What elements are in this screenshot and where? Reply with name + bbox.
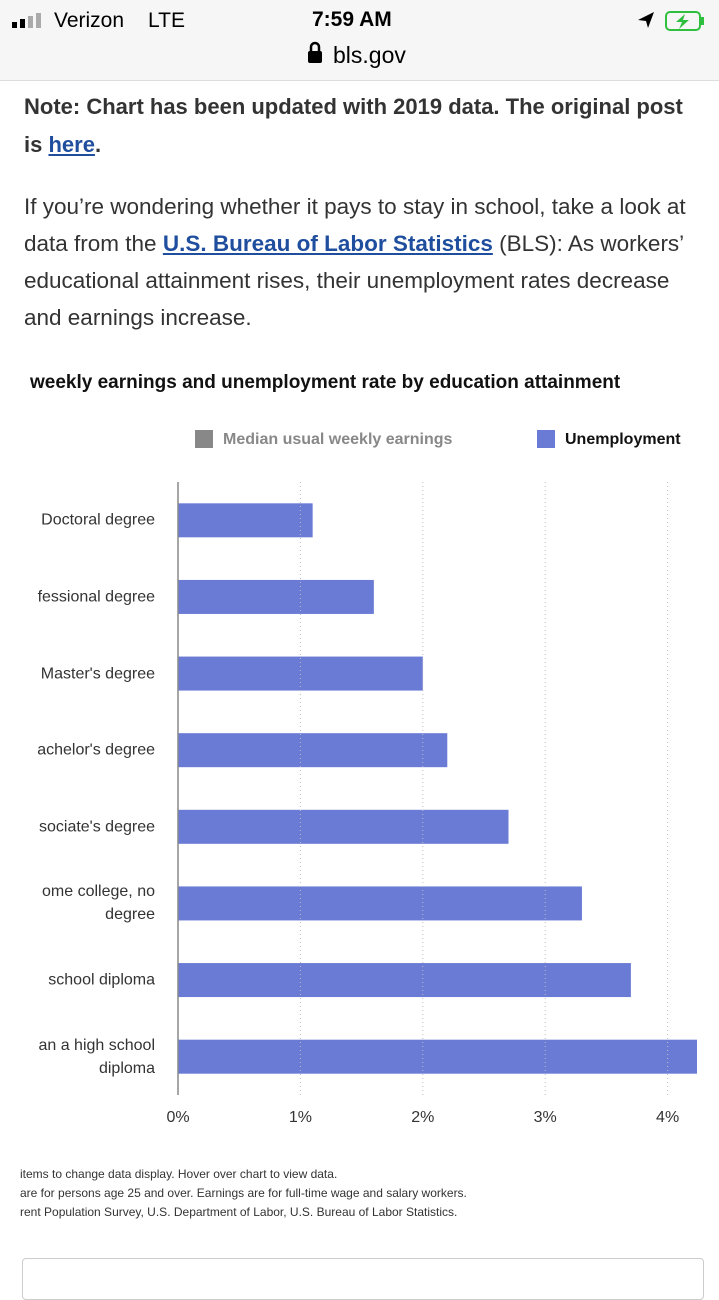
bar [178, 579, 374, 614]
bar [178, 656, 423, 691]
x-tick-label: 3% [534, 1109, 557, 1126]
network: LTE [148, 9, 185, 32]
y-tick-label: achelor's degree [37, 741, 155, 759]
footnote: items to change data display. Hover over… [20, 1167, 338, 1181]
footnote: rent Population Survey, U.S. Department … [20, 1205, 458, 1219]
paragraph-text: If you’re wondering whether it pays to s… [24, 194, 686, 256]
status-bar: Verizon LTE 7:59 AM bls.gov [0, 0, 719, 81]
note-text: Note: Chart has been updated with 2019 d… [24, 94, 683, 157]
next-card [22, 1258, 704, 1300]
y-tick-label: Master's degree [40, 665, 155, 683]
x-tick-label: 4% [656, 1109, 679, 1126]
legend-label: Median usual weekly earnings [223, 431, 453, 448]
y-tick-label: Doctoral degree [41, 511, 155, 529]
status-icons [638, 11, 704, 31]
bar [178, 503, 313, 538]
note-end: . [94, 132, 102, 157]
x-tick-label: 2% [411, 1109, 434, 1126]
bar [178, 733, 448, 768]
y-tick-label: school diploma [48, 971, 155, 989]
y-tick-label: an a high school diploma [38, 1036, 155, 1077]
legend-swatch [537, 430, 555, 448]
lock-icon [308, 41, 322, 63]
url[interactable]: bls.gov [333, 42, 406, 68]
y-tick-label: sociate's degree [38, 818, 155, 836]
x-tick-label: 0% [166, 1109, 189, 1126]
note: Note: Chart has been updated with 2019 d… [24, 88, 684, 164]
bar [178, 963, 631, 998]
bls-link[interactable]: U.S. Bureau of Labor Statistics [162, 231, 493, 256]
bar [178, 809, 509, 844]
axes: 0% 1% 2% 3% 4% [166, 482, 679, 1126]
x-tick-label: 1% [289, 1109, 312, 1126]
legend-swatch [195, 430, 213, 448]
legend-label: Unemployment [565, 431, 681, 448]
plot [178, 503, 697, 1074]
chart-svg: weekly earnings and unemployment rate by… [29, 372, 697, 1126]
paragraph-text: (BLS): As workers’ educational attainmen… [24, 231, 684, 330]
y-tick-label: ome college, no degree [42, 883, 155, 924]
chart: weekly earnings and unemployment rate by… [0, 350, 719, 1230]
bar [178, 886, 582, 921]
carrier: Verizon [54, 9, 125, 32]
signal-icon [12, 13, 41, 28]
footnote: are for persons age 25 and over. Earning… [20, 1186, 467, 1200]
paragraph: If you’re wondering whether it pays to s… [24, 188, 704, 336]
note-link[interactable]: here [48, 132, 95, 157]
bar [178, 1039, 697, 1074]
chart-title: weekly earnings and unemployment rate by… [29, 372, 621, 393]
y-tick-label: fessional degree [37, 588, 155, 606]
clock: 7:59 AM [312, 8, 392, 31]
